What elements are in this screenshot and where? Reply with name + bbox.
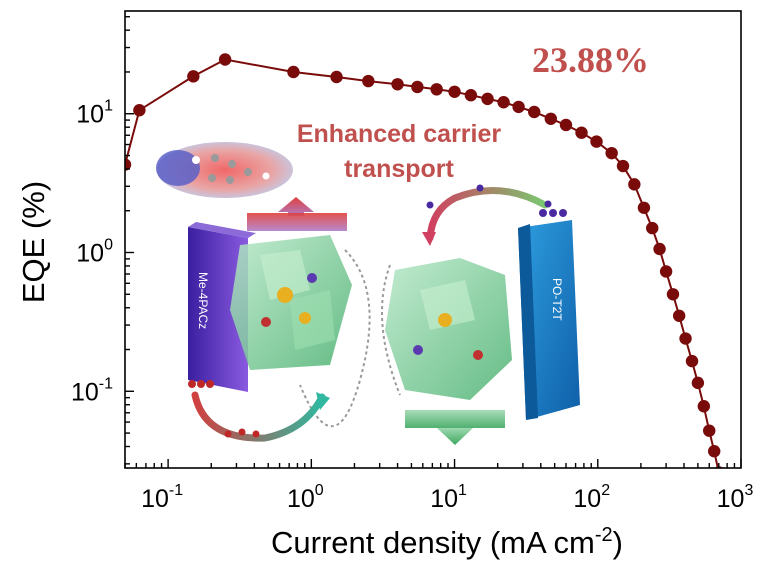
data-point-33 <box>703 424 716 437</box>
x-tick-label-2: 101 <box>430 482 467 513</box>
data-point-26 <box>659 265 673 278</box>
data-point-11 <box>464 89 478 102</box>
x-tick-label-1: 100 <box>287 482 324 513</box>
data-point-21 <box>616 159 630 173</box>
data-point-20 <box>605 146 618 160</box>
data-point-2 <box>187 70 200 83</box>
hole-transport-arc <box>188 380 330 442</box>
data-point-13 <box>497 96 510 109</box>
data-point-3 <box>218 53 232 66</box>
data-point-23 <box>637 201 651 214</box>
data-point-18 <box>575 126 588 139</box>
data-point-6 <box>362 74 375 88</box>
molecule-esp-image <box>156 142 293 198</box>
data-point-17 <box>559 118 573 132</box>
data-point-25 <box>653 242 666 256</box>
left-perovskite-crystal <box>230 235 371 428</box>
data-point-29 <box>679 332 692 345</box>
x-axis-title: Current density (mA cm-2) <box>271 524 623 560</box>
data-point-24 <box>646 221 659 235</box>
data-point-27 <box>666 288 680 301</box>
data-point-4 <box>287 65 300 79</box>
data-point-10 <box>448 85 461 98</box>
left-layer-label: Me-4PACz <box>196 272 210 329</box>
data-point-30 <box>685 354 699 368</box>
up-arrow-shape <box>247 197 347 231</box>
data-point-28 <box>672 309 686 322</box>
down-arrow-shape <box>405 410 505 445</box>
left-layer-slab <box>188 222 256 392</box>
enhanced-transport-label-line1: Enhanced carrier <box>297 120 502 148</box>
y-tick-label-0: 10-1 <box>71 375 113 406</box>
data-point-34 <box>708 445 721 458</box>
right-layer-label: PO-T2T <box>550 278 564 321</box>
data-point-14 <box>512 100 525 114</box>
right-layer-slab <box>518 220 580 420</box>
data-point-7 <box>391 78 404 91</box>
data-point-0 <box>125 158 132 171</box>
y-tick-label-2: 101 <box>76 98 113 129</box>
x-tick-label-0: 10-1 <box>141 482 183 513</box>
peak-efficiency-label: 23.88% <box>532 40 649 80</box>
data-point-32 <box>697 400 711 413</box>
x-tick-label-4: 103 <box>717 482 754 513</box>
schematic-illustration: Me-4PACz PO-T2T <box>156 142 580 445</box>
y-axis-title: EQE (%) <box>16 181 51 303</box>
data-point-12 <box>481 92 494 106</box>
data-point-1 <box>133 104 146 117</box>
data-point-31 <box>691 376 705 390</box>
y-tick-label-1: 100 <box>76 237 113 268</box>
data-point-19 <box>590 135 603 148</box>
data-point-15 <box>528 105 541 119</box>
data-point-5 <box>330 70 343 84</box>
data-point-16 <box>544 112 558 125</box>
data-point-9 <box>430 83 443 96</box>
electron-transport-arc <box>422 184 567 246</box>
enhanced-transport-label-line2: transport <box>344 155 454 183</box>
data-point-8 <box>411 80 424 94</box>
right-perovskite-crystal <box>381 258 512 400</box>
data-point-22 <box>628 178 641 191</box>
x-tick-label-3: 102 <box>573 482 610 513</box>
